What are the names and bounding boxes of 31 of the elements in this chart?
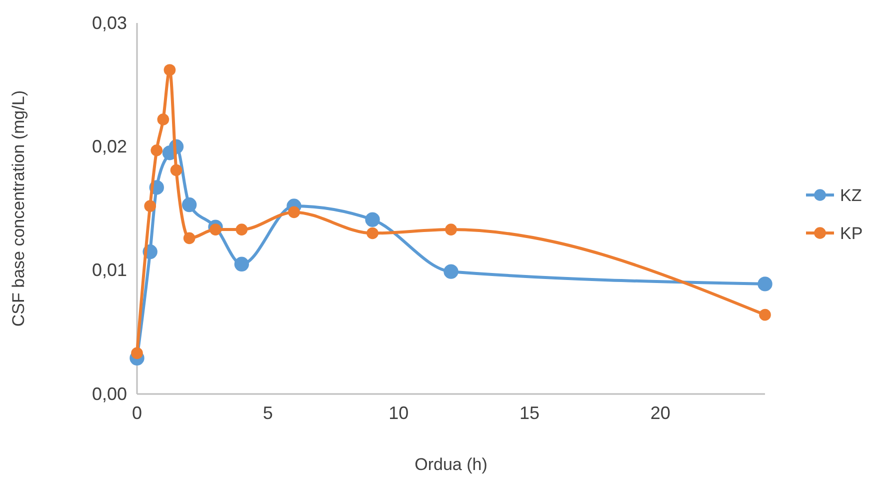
y-tick-label: 0,02 <box>92 136 127 156</box>
point <box>444 264 458 279</box>
point <box>170 164 182 176</box>
x-tick-label: 5 <box>262 402 273 423</box>
point <box>758 276 772 292</box>
y-tick-label: 0,00 <box>92 384 127 404</box>
point <box>144 200 156 212</box>
point <box>182 197 197 212</box>
point <box>365 212 380 227</box>
point <box>445 224 457 236</box>
point <box>236 224 248 236</box>
point <box>759 308 771 321</box>
point <box>131 347 143 360</box>
point <box>164 64 176 76</box>
legend-label: KP <box>840 224 863 243</box>
point <box>157 114 170 126</box>
y-tick-label: 0,03 <box>92 12 127 33</box>
point <box>288 206 300 218</box>
x-tick-label: 20 <box>650 402 670 423</box>
point <box>234 256 250 272</box>
x-tick-label: 0 <box>132 402 142 423</box>
x-axis-title: Ordua (h) <box>414 455 488 474</box>
y-tick-label: 0,01 <box>92 260 127 280</box>
point <box>210 224 222 236</box>
point <box>150 144 163 156</box>
x-tick-label: 10 <box>388 402 409 423</box>
point <box>366 227 378 240</box>
point <box>183 232 196 244</box>
y-axis-title: CSF base concentration (mg/L) <box>9 90 28 327</box>
legend-label: KZ <box>840 186 862 205</box>
x-tick-label: 15 <box>519 402 540 423</box>
